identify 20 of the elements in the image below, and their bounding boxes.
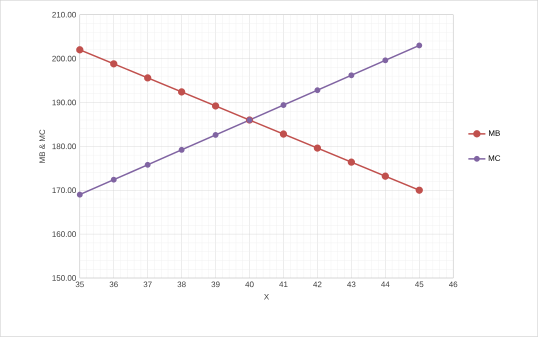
- point: [416, 42, 422, 48]
- point: [416, 186, 423, 194]
- point: [178, 88, 186, 96]
- point: [144, 74, 152, 82]
- point: [314, 87, 320, 94]
- point: [76, 192, 83, 198]
- point: [178, 147, 185, 153]
- point: [110, 60, 118, 68]
- point: [280, 102, 286, 108]
- point: [212, 102, 220, 110]
- point: [110, 176, 117, 183]
- point: [348, 158, 356, 166]
- point: [382, 58, 388, 64]
- point: [76, 46, 84, 54]
- point: [144, 162, 151, 168]
- point: [348, 72, 354, 78]
- point: [314, 144, 322, 152]
- point: [382, 172, 389, 180]
- point: [212, 132, 219, 138]
- point: [280, 130, 288, 138]
